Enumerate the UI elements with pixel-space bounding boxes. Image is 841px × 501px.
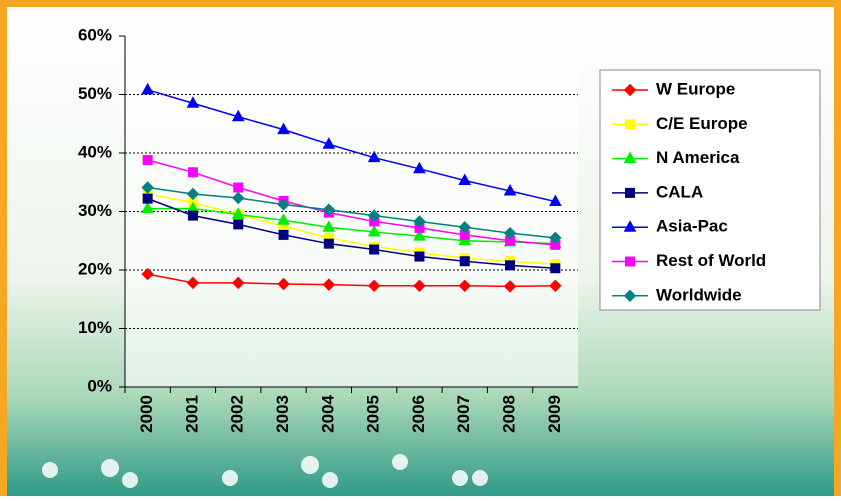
data-point <box>322 220 336 232</box>
legend-marker <box>623 151 637 164</box>
y-tick-label: 30% <box>78 201 112 220</box>
data-point <box>367 279 381 293</box>
y-tick-label: 10% <box>78 318 112 337</box>
data-point <box>503 183 517 196</box>
data-point <box>277 277 290 291</box>
y-tick-label: 20% <box>78 259 112 278</box>
data-point <box>186 96 200 108</box>
series-line <box>147 207 556 245</box>
data-point <box>322 278 336 291</box>
x-tick-label: 2004 <box>318 394 337 432</box>
y-tick-label: 50% <box>78 84 112 103</box>
x-tick-label: 2002 <box>228 395 247 433</box>
series-line <box>147 197 556 269</box>
legend-marker <box>623 220 637 232</box>
data-point <box>413 279 426 293</box>
legend-label: Rest of World <box>656 251 766 270</box>
data-point <box>549 231 562 245</box>
data-point <box>367 209 381 222</box>
legend-label: Worldwide <box>656 285 742 304</box>
data-point <box>277 122 290 135</box>
series-line <box>147 193 556 265</box>
data-point <box>232 191 245 205</box>
data-point <box>187 210 198 221</box>
data-point <box>231 109 245 122</box>
data-point <box>141 201 154 214</box>
y-tick-label: 0% <box>87 376 112 395</box>
x-tick-label: 2007 <box>454 395 473 433</box>
x-tick-label: 2003 <box>273 395 292 433</box>
legend-label: C/E Europe <box>656 114 748 133</box>
x-tick-label: 2005 <box>364 395 383 433</box>
data-point <box>505 260 516 271</box>
legend-box <box>599 69 821 311</box>
data-point <box>414 251 425 262</box>
data-point <box>459 256 470 267</box>
legend-label: N America <box>656 148 740 167</box>
x-tick-label: 2001 <box>182 395 201 433</box>
data-point <box>187 167 198 178</box>
y-tick-label: 60% <box>78 25 112 44</box>
data-point <box>233 219 244 230</box>
legend-label: Asia-Pac <box>656 217 728 236</box>
data-point <box>322 203 336 216</box>
data-point <box>369 244 380 255</box>
y-tick-label: 40% <box>78 142 112 161</box>
data-point <box>458 221 471 234</box>
legend-label: W Europe <box>656 79 735 98</box>
legend-marker <box>625 119 635 130</box>
data-point <box>231 207 245 219</box>
data-point <box>232 276 245 290</box>
data-point <box>503 280 517 293</box>
data-point <box>322 137 336 149</box>
data-point <box>141 267 154 281</box>
legend-marker <box>623 289 637 303</box>
data-point <box>549 194 562 207</box>
data-point <box>142 155 153 166</box>
legend-marker <box>625 187 635 198</box>
data-point <box>141 82 154 95</box>
legend-marker <box>623 83 637 97</box>
data-point <box>186 276 200 290</box>
data-point <box>278 229 289 240</box>
data-point <box>413 161 426 174</box>
legend-marker <box>625 256 635 267</box>
data-point <box>142 193 153 204</box>
x-tick-label: 2006 <box>409 395 428 433</box>
data-point <box>277 198 290 211</box>
series-line <box>147 159 556 246</box>
data-point <box>186 187 200 201</box>
data-point <box>367 224 381 237</box>
x-tick-label: 2009 <box>545 395 564 433</box>
data-point <box>233 182 244 193</box>
x-tick-label: 2008 <box>500 395 519 433</box>
data-point <box>503 226 517 240</box>
decor <box>42 454 488 488</box>
data-point <box>550 263 561 274</box>
data-point <box>413 229 426 241</box>
legend-label: CALA <box>656 182 703 201</box>
data-point <box>277 213 290 225</box>
x-tick-label: 2000 <box>137 395 156 433</box>
series-line <box>147 186 556 239</box>
data-point <box>458 173 472 185</box>
series-line <box>147 89 556 203</box>
data-point <box>413 215 426 228</box>
data-point <box>323 238 334 249</box>
data-point <box>549 279 562 293</box>
series-line <box>147 273 556 288</box>
data-point <box>458 279 471 293</box>
data-point <box>141 181 154 194</box>
data-point <box>367 150 381 163</box>
